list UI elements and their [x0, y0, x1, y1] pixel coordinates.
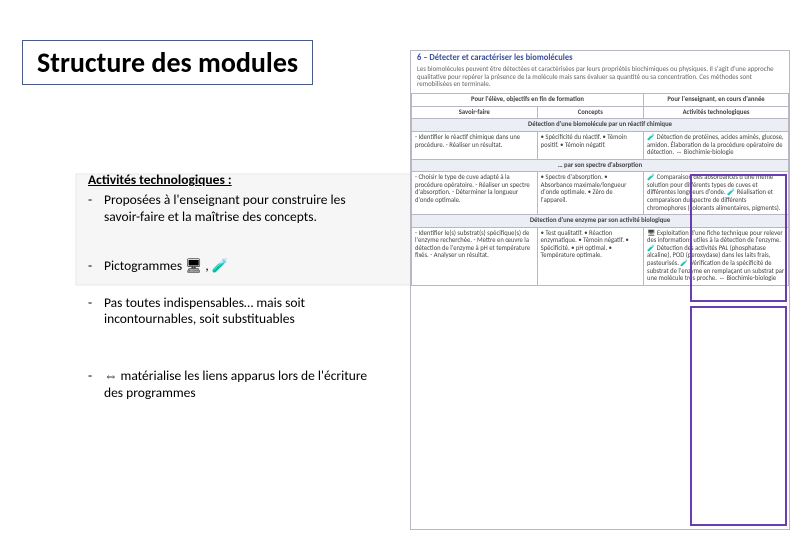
cell-concepts: • Spécificité du réactif. • Témoin posit…	[537, 131, 643, 159]
table-row: - Identifier le réactif chimique dans un…	[412, 131, 789, 159]
activities-heading: Activités technologiques :	[88, 172, 368, 189]
table-header: Savoir-faire	[412, 106, 538, 119]
activities-list: -Proposées à l'enseignant pour construir…	[88, 192, 368, 402]
cell-activites: 🧪 Comparaison des absorbances d'une même…	[643, 172, 788, 215]
doc-intro-text: Les biomolécules peuvent être détectées …	[411, 66, 789, 93]
table-section-row: Détection d'une enzyme par son activité …	[412, 215, 789, 228]
list-item: -Proposées à l'enseignant pour construir…	[88, 192, 368, 226]
table-section-row: Détection d'une biomolécule par un réact…	[412, 119, 789, 132]
cell-savoir-faire: - Identifier le réactif chimique dans un…	[412, 131, 538, 159]
list-item: -Pictogrammes 🖥 , 🧪	[88, 258, 368, 275]
table-header: Pour l'élève, objectifs en fin de format…	[412, 94, 644, 107]
list-item: -⇔ matérialise les liens apparus lors de…	[88, 368, 368, 402]
doc-section-title: 6 – Détecter et caractériser les biomolé…	[411, 51, 789, 66]
cell-savoir-faire: - Choisir le type de cuve adapté à la pr…	[412, 172, 538, 215]
cell-activites: 🖥 Exploitation d'une fiche technique pou…	[643, 227, 788, 285]
table-subheader-row: Savoir-faire Concepts Activités technolo…	[412, 106, 789, 119]
cell-concepts: • Spectre d'absorption. • Absorbance max…	[537, 172, 643, 215]
document-preview: 6 – Détecter et caractériser les biomolé…	[410, 50, 790, 530]
cell-savoir-faire: - Identifier le(s) substrat(s) spécifiqu…	[412, 227, 538, 285]
cell-concepts: • Test qualitatif. • Réaction enzymatiqu…	[537, 227, 643, 285]
doc-table: Pour l'élève, objectifs en fin de format…	[411, 93, 789, 286]
table-row: - Choisir le type de cuve adapté à la pr…	[412, 172, 789, 215]
title-box: Structure des modules	[22, 40, 313, 85]
page-title: Structure des modules	[37, 45, 298, 80]
table-row: - Identifier le(s) substrat(s) spécifiqu…	[412, 227, 789, 285]
cell-activites: 🧪 Détection de protéines, acides aminés,…	[643, 131, 788, 159]
table-header: Pour l'enseignant, en cours d'année	[643, 94, 788, 107]
table-section-row: … par son spectre d'absorption	[412, 159, 789, 172]
list-item: -Pas toutes indispensables… mais soit in…	[88, 295, 368, 329]
table-header: Activités technologiques	[643, 106, 788, 119]
left-panel: Activités technologiques : -Proposées à …	[88, 172, 368, 402]
table-header-row: Pour l'élève, objectifs en fin de format…	[412, 94, 789, 107]
table-header: Concepts	[537, 106, 643, 119]
